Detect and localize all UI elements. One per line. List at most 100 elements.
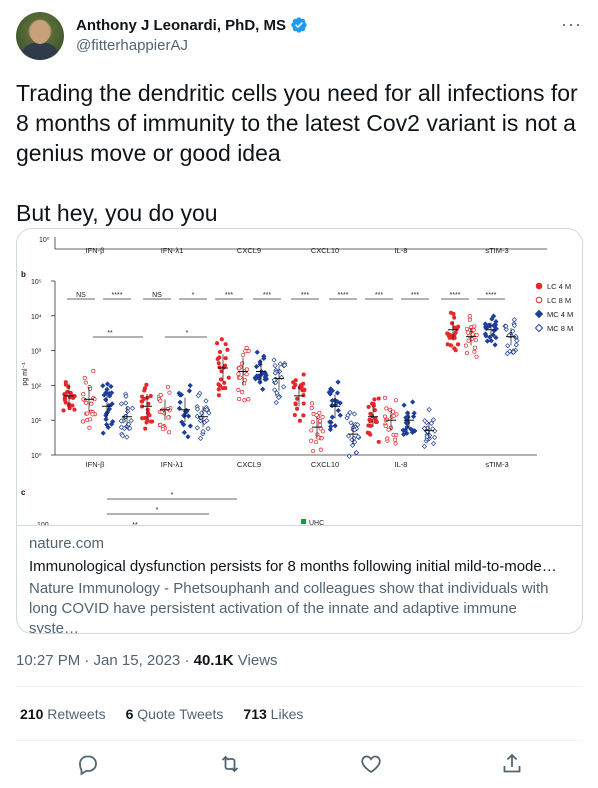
y-tick-label: 10⁴ xyxy=(31,314,42,321)
data-point xyxy=(237,366,242,371)
data-point xyxy=(194,413,200,419)
data-point xyxy=(392,437,398,442)
significance-mark: ** xyxy=(132,522,138,525)
data-point xyxy=(452,315,457,320)
data-point xyxy=(158,398,163,403)
data-point xyxy=(370,401,375,406)
more-dots-icon[interactable]: ··· xyxy=(561,14,582,34)
retweet-icon[interactable] xyxy=(218,752,242,776)
data-point xyxy=(71,395,76,400)
data-point xyxy=(244,345,249,350)
data-point xyxy=(254,349,260,355)
data-point xyxy=(293,382,298,387)
data-point xyxy=(482,321,488,327)
card-description: Nature Immunology - Phetsouphanh and col… xyxy=(29,580,549,634)
author-name-row[interactable]: Anthony J Leonardi, PhD, MS xyxy=(76,16,308,34)
data-point xyxy=(504,350,510,357)
data-point xyxy=(353,450,360,456)
data-point xyxy=(123,393,129,400)
data-point xyxy=(118,418,124,424)
tweet-text: Trading the dendritic cells you need for… xyxy=(16,80,578,226)
bottom-category-label: IFN-λ1 xyxy=(161,460,184,469)
data-point xyxy=(87,425,92,430)
data-point xyxy=(215,356,220,362)
data-point xyxy=(311,448,316,454)
data-point xyxy=(166,415,171,420)
quotes-stat[interactable]: 6 Quote Tweets xyxy=(125,706,224,722)
data-point xyxy=(280,384,287,390)
data-point xyxy=(348,420,354,426)
data-point xyxy=(492,342,498,348)
significance-mark: **** xyxy=(486,292,497,299)
bottom-category-label: sTIM-3 xyxy=(485,460,508,469)
data-point xyxy=(187,382,193,389)
data-point xyxy=(467,317,472,322)
data-point xyxy=(317,423,322,428)
author-handle[interactable]: @fitterhappierAJ xyxy=(76,37,188,54)
data-point xyxy=(121,425,127,432)
data-point xyxy=(277,361,283,367)
data-point xyxy=(393,441,398,446)
data-point xyxy=(297,418,302,423)
data-point xyxy=(68,390,73,395)
data-point xyxy=(216,382,221,387)
data-point xyxy=(410,413,417,420)
author-display-name[interactable]: Anthony J Leonardi, PhD, MS xyxy=(76,16,287,34)
data-point xyxy=(124,434,130,440)
data-point xyxy=(318,447,323,452)
data-point xyxy=(335,407,341,414)
data-point xyxy=(242,398,247,403)
bottom-category-label: IL-8 xyxy=(395,460,408,469)
legend-label: MC 8 M xyxy=(547,324,573,333)
data-point xyxy=(376,396,381,401)
data-point xyxy=(372,397,377,402)
data-point xyxy=(215,341,220,346)
tweet-time[interactable]: 10:27 PM · Jan 15, 2023 · xyxy=(16,652,194,669)
data-point xyxy=(83,380,88,385)
data-point xyxy=(424,434,430,440)
data-point xyxy=(240,390,245,395)
bottom-category-label: CXCL9 xyxy=(237,460,261,469)
card-meta: nature.com Immunological dysfunction per… xyxy=(29,535,570,634)
data-point xyxy=(401,431,407,437)
significance-mark: *** xyxy=(411,292,419,299)
data-point xyxy=(148,393,153,399)
likes-stat[interactable]: 713 Likes xyxy=(243,706,304,722)
data-point xyxy=(488,338,494,344)
significance-mark: ** xyxy=(107,330,113,337)
retweets-stat[interactable]: 210 Retweets xyxy=(20,706,106,722)
link-card[interactable]: 10⁰ IFN-β IFN-λ1 CXCL9 CXCL10 IL-8 sTIM-3 b 10⁵ 1… xyxy=(16,228,583,634)
data-point xyxy=(335,379,341,385)
significance-mark: *** xyxy=(301,292,309,299)
data-point xyxy=(483,333,489,339)
data-point xyxy=(91,368,96,374)
data-point xyxy=(222,380,227,385)
data-point xyxy=(430,440,437,447)
data-point xyxy=(421,425,428,432)
data-point xyxy=(65,389,70,394)
uhc-legend-marker xyxy=(301,519,306,524)
data-point xyxy=(319,436,324,441)
data-point xyxy=(87,417,93,422)
card-figure-image[interactable]: 10⁰ IFN-β IFN-λ1 CXCL9 CXCL10 IL-8 sTIM-3 b 10⁵ 1… xyxy=(17,229,582,526)
share-icon[interactable] xyxy=(500,752,524,776)
data-point xyxy=(63,382,68,387)
data-point xyxy=(261,355,267,362)
data-point xyxy=(313,440,319,445)
data-point xyxy=(391,413,396,419)
like-icon[interactable] xyxy=(359,752,383,776)
data-point xyxy=(263,376,270,382)
data-point xyxy=(513,342,519,348)
significance-mark: * xyxy=(192,292,195,299)
data-point xyxy=(403,414,409,421)
data-point xyxy=(142,386,148,391)
significance-mark: **** xyxy=(112,292,123,299)
data-point xyxy=(355,422,361,428)
data-point xyxy=(140,399,145,404)
legend-marker xyxy=(535,282,543,290)
data-point xyxy=(301,372,306,377)
data-point xyxy=(505,343,511,349)
reply-icon[interactable] xyxy=(76,752,100,776)
data-point xyxy=(503,323,509,329)
avatar[interactable] xyxy=(16,12,64,60)
